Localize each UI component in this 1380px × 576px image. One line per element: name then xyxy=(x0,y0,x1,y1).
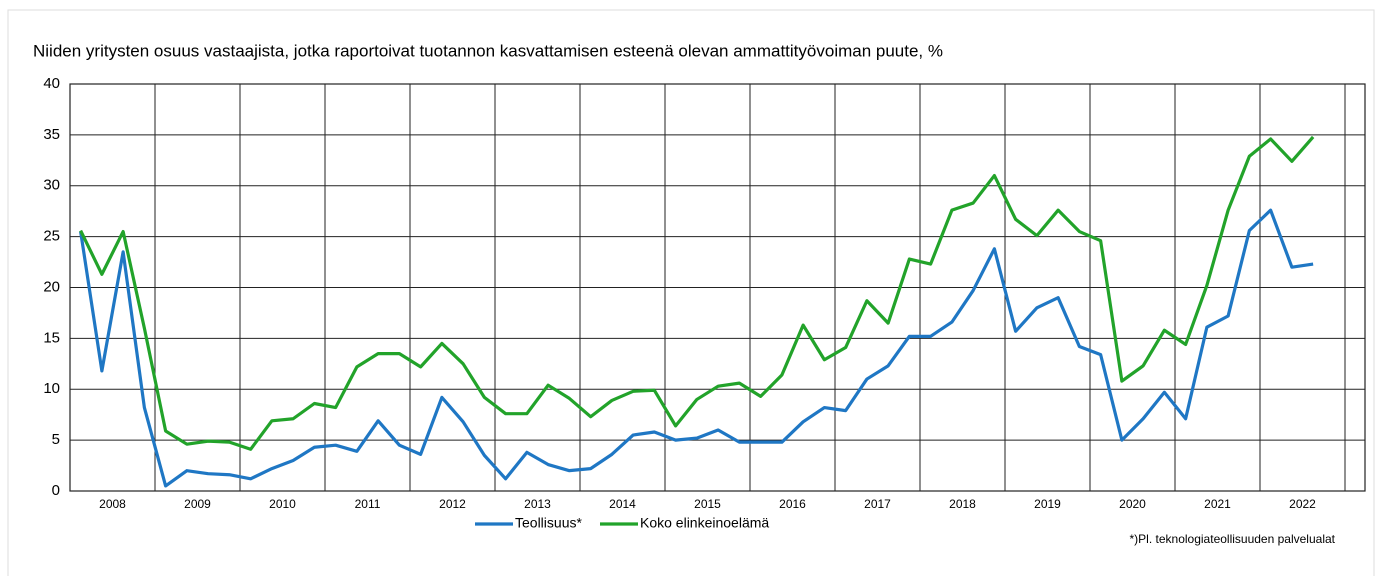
y-tick-label: 0 xyxy=(52,482,60,499)
x-tick-label: 2009 xyxy=(184,497,211,511)
series-line xyxy=(79,135,1315,451)
y-tick-label: 20 xyxy=(43,278,60,295)
x-tick-label: 2011 xyxy=(355,497,381,511)
footnote: *)Pl. teknologiateollisuuden palvelualat xyxy=(1130,532,1336,546)
x-tick-label: 2015 xyxy=(694,497,721,511)
y-tick-label: 30 xyxy=(43,177,60,194)
x-tick-label: 2020 xyxy=(1119,497,1146,511)
plot-border xyxy=(69,83,1366,492)
series-line xyxy=(79,208,1314,488)
x-tick-label: 2008 xyxy=(99,497,126,511)
y-tick-label: 40 xyxy=(43,75,60,92)
frame xyxy=(7,9,1375,576)
chart-title: Niiden yritysten osuus vastaajista, jotk… xyxy=(33,41,943,60)
x-tick-label: 2013 xyxy=(524,497,551,511)
x-tick-label: 2021 xyxy=(1204,497,1231,511)
y-tick-label: 25 xyxy=(43,228,60,245)
y-tick-label: 10 xyxy=(43,380,60,397)
legend-label: Teollisuus* xyxy=(515,515,582,531)
legend-label: Koko elinkeinoelämä xyxy=(640,515,769,531)
y-tick-label: 35 xyxy=(43,126,60,143)
y-tick-label: 15 xyxy=(43,329,60,346)
y-tick-label: 5 xyxy=(52,431,60,448)
x-tick-label: 2016 xyxy=(779,497,806,511)
x-tick-label: 2022 xyxy=(1289,497,1316,511)
x-tick-label: 2014 xyxy=(609,497,636,511)
x-tick-label: 2012 xyxy=(439,497,466,511)
x-tick-label: 2018 xyxy=(949,497,976,511)
x-tick-label: 2010 xyxy=(269,497,296,511)
x-tick-label: 2019 xyxy=(1034,497,1061,511)
x-tick-label: 2017 xyxy=(864,497,891,511)
